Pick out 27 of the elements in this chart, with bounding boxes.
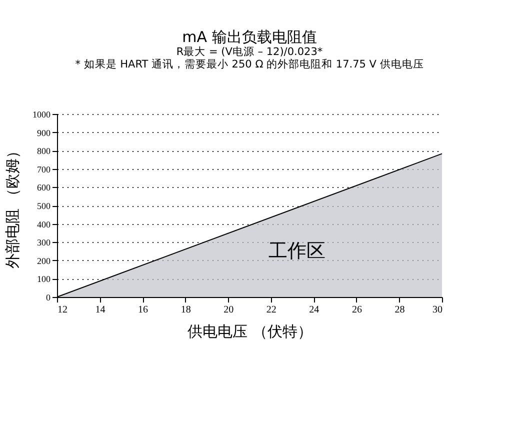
y-tick-label: 100 (37, 274, 51, 284)
x-tick-label: 24 (309, 304, 320, 316)
y-tick-label: 300 (37, 238, 51, 248)
x-tick-label: 14 (95, 304, 106, 316)
text: R最大 = (V电源 – 12)/0.023* (176, 46, 323, 58)
text: * 如果是 HART 通讯，需要最小 250 Ω 的外部电阻和 17.75 V 供电电压 (75, 58, 424, 70)
y-tick-label: 900 (37, 128, 51, 138)
x-tick-label: 12 (58, 304, 68, 316)
x-tick-label: 28 (394, 304, 405, 316)
y-axis-title: 外部电阻 （欧姆） (4, 144, 22, 268)
y-tick-label: 500 (37, 201, 51, 211)
y-tick-label: 200 (37, 256, 51, 266)
y-tick-label: 400 (37, 219, 51, 230)
x-tick-label: 22 (266, 304, 276, 316)
x-tick-label: 16 (138, 304, 148, 316)
x-tick-label: 20 (224, 304, 234, 316)
chart-title: mA 输出负载电阻值 (182, 28, 317, 46)
annotation: 工作区 (268, 240, 326, 262)
x-tick-label: 18 (180, 304, 191, 316)
y-tick-label: 600 (37, 182, 51, 193)
x-tick-label: 30 (432, 304, 442, 316)
y-tick-label: 0 (46, 292, 51, 302)
y-tick-label: 700 (37, 164, 51, 174)
y-tick-label: 800 (37, 146, 51, 156)
x-tick-label: 26 (352, 304, 362, 316)
x-axis-title: 供电电压 （伏特） (188, 322, 312, 340)
y-tick-label: 1000 (32, 110, 51, 120)
